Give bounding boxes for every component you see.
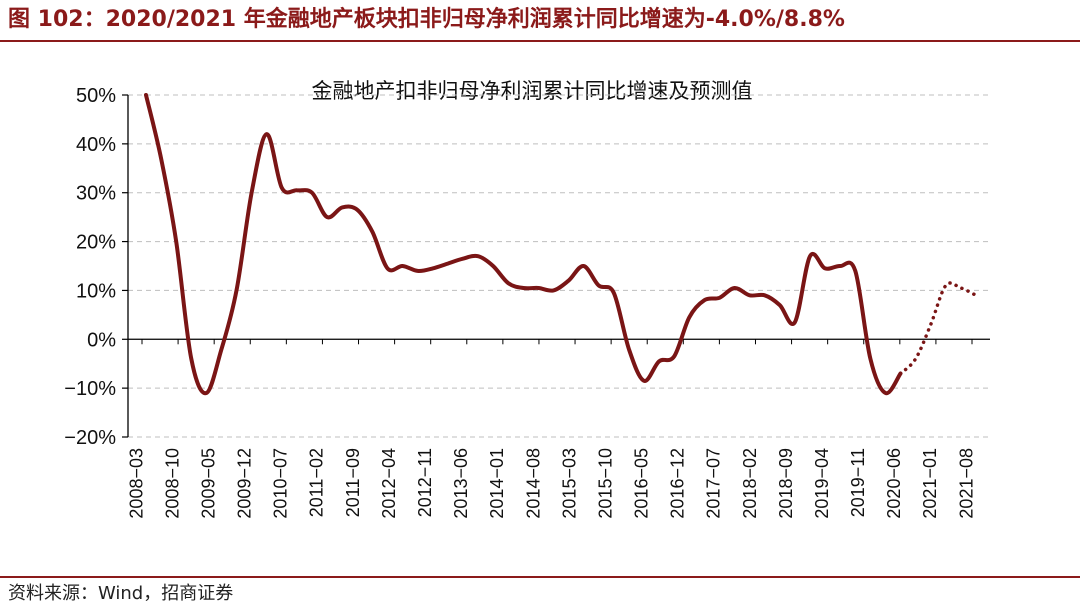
chart-title: 金融地产扣非归母净利润累计同比增速及预测值: [312, 79, 753, 103]
x-tick-label: 2008−03: [126, 448, 146, 519]
y-tick-label: −20%: [64, 427, 116, 449]
x-tick-label: 2015−03: [559, 448, 579, 519]
y-tick-label: 20%: [76, 232, 116, 254]
x-tick-label: 2014−01: [487, 448, 507, 519]
x-tick-label: 2009−05: [198, 448, 218, 519]
x-tick-label: 2011−02: [307, 448, 327, 517]
x-tick-label: 2015−10: [595, 448, 615, 519]
line-chart: 金融地产扣非归母净利润累计同比增速及预测值 50% 40% 30% 20% 10% 0% −…: [64, 79, 990, 519]
y-tick-label: 30%: [76, 183, 116, 205]
figure-caption: 图 102：2020/2021 年金融地产板块扣非归母净利润累计同比增速为-4.…: [8, 7, 845, 32]
x-tick-label: 2016−05: [632, 448, 652, 519]
header-divider: [0, 40, 1080, 42]
source-note: 资料来源：Wind，招商证券: [8, 583, 234, 604]
x-tick-label: 2012−04: [379, 448, 399, 519]
y-tick-label: 10%: [76, 280, 116, 302]
y-tick-label: 40%: [76, 134, 116, 156]
x-tick-label: 2008−10: [162, 448, 182, 519]
y-tick-label: −10%: [64, 378, 116, 400]
x-tick-labels: 2008−03 2008−10 2009−05 2009−12 2010−07 2011−…: [126, 448, 976, 519]
actual-series-line: [144, 93, 903, 396]
footer-divider: [0, 576, 1080, 578]
x-tick-label: 2019−04: [812, 448, 832, 519]
x-tick-label: 2021−08: [956, 448, 976, 519]
x-tick-label: 2019−11: [848, 448, 868, 517]
forecast-series-line: [898, 281, 978, 376]
x-tick-label: 2016−12: [668, 448, 688, 519]
x-tick-label: 2013−06: [451, 448, 471, 519]
y-tick-labels: 50% 40% 30% 20% 10% 0% −10% −20%: [64, 85, 116, 449]
y-tick-label: 50%: [76, 85, 116, 107]
x-tick-label: 2012−11: [415, 448, 435, 517]
x-tick-label: 2009−12: [235, 448, 255, 519]
x-tick-label: 2011−09: [343, 448, 363, 517]
x-tick-label: 2020−06: [884, 448, 904, 519]
x-tick-label: 2017−07: [704, 448, 724, 519]
gridlines: [128, 94, 990, 438]
series-lines: [144, 93, 978, 396]
y-tick-label: 0%: [87, 329, 116, 351]
x-tick-label: 2010−07: [271, 448, 291, 519]
x-tick-label: 2021−01: [920, 448, 940, 519]
x-tick-label: 2018−09: [776, 448, 796, 519]
x-tick-label: 2018−02: [740, 448, 760, 519]
axes: [122, 94, 990, 438]
x-tick-label: 2014−08: [523, 448, 543, 519]
